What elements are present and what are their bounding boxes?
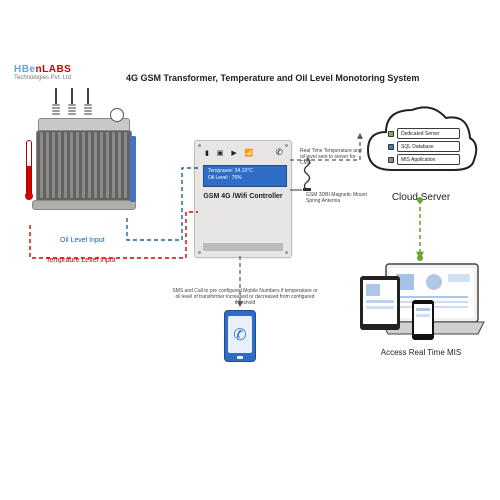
- logo-part1: HBe: [14, 64, 36, 75]
- thermometer-icon: [26, 140, 32, 198]
- controller-terminals: [203, 243, 283, 251]
- status-icons: ▮ ▣ ▶ 📶: [205, 149, 256, 157]
- bushing-1: [52, 104, 60, 116]
- pressure-gauge-icon: [110, 108, 124, 122]
- devices-icon: [356, 256, 486, 346]
- lcd-display: Tempraure: 34.19°C Oil Level : 75%: [203, 165, 287, 187]
- mobile-phone-icon: ✆: [224, 310, 256, 362]
- cloud-caption: Cloud Server: [362, 192, 480, 203]
- diagram-stage: HBenLABS Technologies Pvt. Ltd 4G GSM Tr…: [0, 0, 500, 500]
- realtime-uplink-label: Real Time Temperature and oil level sent…: [300, 148, 366, 166]
- gsm-controller: ▮ ▣ ▶ 📶 ✆ Tempraure: 34.19°C Oil Level :…: [194, 140, 292, 258]
- service-label-0: Dedicated Server: [397, 128, 460, 139]
- sms-call-label: SMS and Call to pre configured Mobile Nu…: [170, 288, 320, 306]
- service-label-2: MIS Application: [397, 154, 460, 165]
- lcd-line-2: Oil Level : 75%: [208, 175, 282, 182]
- service-row-1: SQL Database: [388, 141, 460, 152]
- diagram-title: 4G GSM Transformer, Temperature and Oil …: [126, 73, 419, 83]
- service-row-0: Dedicated Server: [388, 128, 460, 139]
- client-devices: Access Real Time MIS: [356, 256, 486, 366]
- logo-subtitle: Technologies Pvt. Ltd: [14, 75, 71, 81]
- transformer: [18, 110, 148, 230]
- bushing-wire-3: [87, 88, 89, 104]
- tank-base: [32, 200, 136, 210]
- cloud-server: Dedicated Server SQL Database MIS Applic…: [362, 96, 480, 216]
- led-icon: [388, 131, 394, 137]
- cloud-services: Dedicated Server SQL Database MIS Applic…: [388, 126, 460, 167]
- devices-caption: Access Real Time MIS: [356, 348, 486, 357]
- oil-level-input-label: Oil Level Input: [60, 237, 105, 244]
- logo-part2: nLABS: [36, 64, 72, 75]
- antenna-toggle-icon: ✆: [275, 147, 283, 158]
- bushing-wire-1: [55, 88, 57, 104]
- bushing-wire-2: [71, 88, 73, 104]
- service-label-1: SQL Database: [397, 141, 460, 152]
- led-icon: [388, 144, 394, 150]
- bushing-3: [84, 104, 92, 116]
- brand-logo: HBenLABS Technologies Pvt. Ltd: [14, 64, 71, 81]
- temperature-input-label: Tempraure Level Input: [46, 257, 116, 264]
- controller-title: GSM 4G /Wifi Controller: [195, 193, 291, 200]
- oil-level-bar: [130, 136, 136, 202]
- call-icon: ✆: [228, 316, 252, 353]
- led-icon: [388, 157, 394, 163]
- service-row-2: MIS Application: [388, 154, 460, 165]
- bushing-2: [68, 104, 76, 116]
